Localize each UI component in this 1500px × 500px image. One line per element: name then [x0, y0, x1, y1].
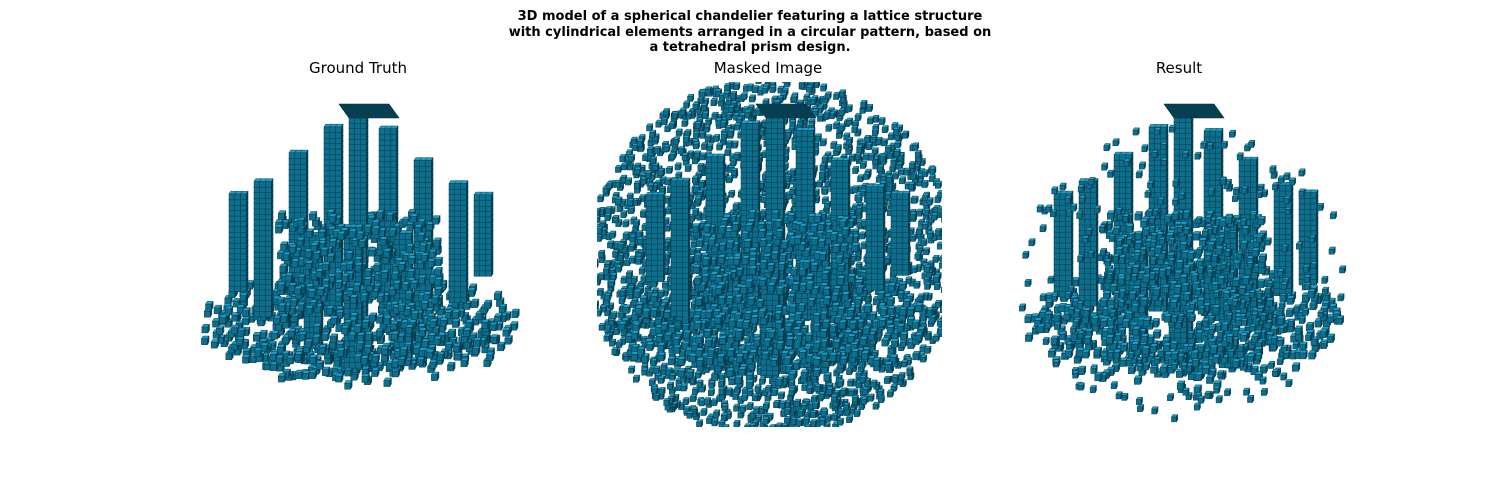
figure-title-line-1: 3D model of a spherical chandelier featu… [0, 9, 1500, 25]
result-voxel-render [1018, 103, 1347, 423]
masked-image-panel [597, 82, 942, 427]
panel-title-result: Result [1029, 59, 1329, 77]
ground-truth-panel [190, 82, 535, 427]
figure-title: 3D model of a spherical chandelier featu… [0, 9, 1500, 56]
result-panel [1005, 82, 1350, 427]
panel-title-ground-truth: Ground Truth [208, 59, 508, 77]
figure-title-line-3: a tetrahedral prism design. [0, 40, 1500, 56]
panel-title-masked-image: Masked Image [618, 59, 918, 77]
masked-image-voxel-render [597, 82, 942, 427]
ground-truth-voxel-render [201, 103, 520, 390]
figure-title-line-2: with cylindrical elements arranged in a … [0, 25, 1500, 41]
